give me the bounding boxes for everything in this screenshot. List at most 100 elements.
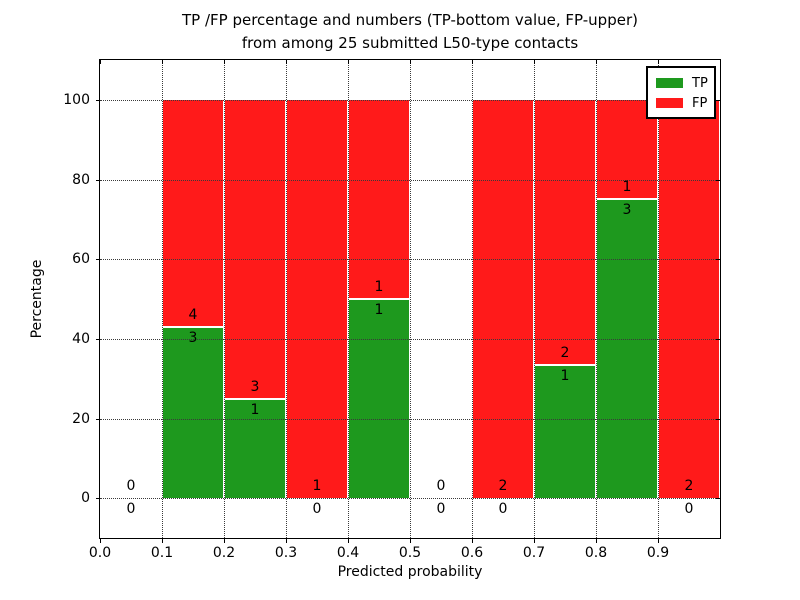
legend-row-fp: FP bbox=[648, 93, 714, 113]
legend-label-fp: FP bbox=[692, 95, 708, 111]
gridline-x-0.7 bbox=[534, 60, 535, 538]
chart-title-line2: from among 25 submitted L50-type contact… bbox=[241, 34, 579, 52]
x-tick-label-0.4: 0.4 bbox=[336, 545, 360, 561]
bar-fp-0.1 bbox=[163, 100, 223, 326]
gridline-x-0.5 bbox=[410, 60, 411, 538]
gridline-x-0.9 bbox=[658, 60, 659, 538]
bar-tp-0.7 bbox=[535, 366, 595, 498]
x-tick-0.8 bbox=[596, 539, 597, 543]
gridline-x-0.8 bbox=[596, 60, 597, 538]
y-tick-80 bbox=[96, 180, 100, 181]
annotation-tp-0.1: 3 bbox=[188, 330, 198, 346]
y-tick-label-100: 100 bbox=[63, 92, 90, 108]
legend-label-tp: TP bbox=[692, 75, 708, 91]
y-tick-label-0: 0 bbox=[81, 490, 90, 506]
y-tick-right-0 bbox=[716, 498, 720, 499]
x-tick-label-0.8: 0.8 bbox=[584, 545, 608, 561]
annotation-tp-0.6: 0 bbox=[498, 501, 508, 517]
annotation-fp-0: 0 bbox=[126, 478, 136, 494]
legend: TP FP bbox=[646, 66, 716, 119]
x-tick-label-0.6: 0.6 bbox=[460, 545, 484, 561]
chart-title: TP /FP percentage and numbers (TP-bottom… bbox=[100, 9, 720, 55]
annotation-fp-0.1: 4 bbox=[188, 307, 198, 323]
annotation-tp-0.4: 1 bbox=[374, 302, 384, 318]
annotation-fp-0.8: 1 bbox=[622, 179, 632, 195]
y-tick-0 bbox=[96, 498, 100, 499]
gridline-x-0.1 bbox=[162, 60, 163, 538]
annotation-fp-0.5: 0 bbox=[436, 478, 446, 494]
y-tick-label-80: 80 bbox=[72, 172, 90, 188]
annotation-tp-0.5: 0 bbox=[436, 501, 446, 517]
x-tick-top-0.2 bbox=[224, 60, 225, 64]
x-tick-top-0.3 bbox=[286, 60, 287, 64]
x-tick-0.4 bbox=[348, 539, 349, 543]
bar-tp-0.2 bbox=[225, 400, 285, 498]
x-tick-top-0.0 bbox=[100, 60, 101, 64]
fp-color-swatch bbox=[656, 98, 683, 108]
bar-tp-0.8 bbox=[597, 200, 657, 498]
x-tick-0.6 bbox=[472, 539, 473, 543]
y-tick-label-60: 60 bbox=[72, 251, 90, 267]
bar-tp-0.1 bbox=[163, 328, 223, 498]
x-tick-0.3 bbox=[286, 539, 287, 543]
bar-fp-0.6 bbox=[473, 100, 533, 498]
annotation-tp-0: 0 bbox=[126, 501, 136, 517]
annotation-fp-0.7: 2 bbox=[560, 345, 570, 361]
y-tick-60 bbox=[96, 259, 100, 260]
x-tick-label-0.1: 0.1 bbox=[150, 545, 174, 561]
x-tick-label-0.3: 0.3 bbox=[274, 545, 298, 561]
annotation-tp-0.7: 1 bbox=[560, 368, 570, 384]
x-tick-top-0.4 bbox=[348, 60, 349, 64]
annotation-tp-0.9: 0 bbox=[684, 501, 694, 517]
plot-area: TP FP 0 0 4 3 3 1 1 0 1 1 0 0 2 0 2 1 1 3 2 0 bbox=[99, 59, 721, 539]
y-tick-right-20 bbox=[716, 419, 720, 420]
annotation-fp-0.9: 2 bbox=[684, 478, 694, 494]
x-tick-0.9 bbox=[658, 539, 659, 543]
x-tick-label-0.2: 0.2 bbox=[212, 545, 236, 561]
x-tick-0.5 bbox=[410, 539, 411, 543]
chart-title-line1: TP /FP percentage and numbers (TP-bottom… bbox=[182, 11, 638, 29]
y-tick-20 bbox=[96, 419, 100, 420]
x-tick-label-0.0: 0.0 bbox=[88, 545, 112, 561]
annotation-fp-0.6: 2 bbox=[498, 478, 508, 494]
annotation-tp-0.8: 3 bbox=[622, 202, 632, 218]
annotation-fp-0.4: 1 bbox=[374, 279, 384, 295]
x-axis-label: Predicted probability bbox=[337, 564, 483, 580]
bar-fp-0.9 bbox=[659, 100, 719, 498]
x-tick-top-0.9 bbox=[658, 60, 659, 64]
y-tick-right-60 bbox=[716, 259, 720, 260]
bar-fp-0.3 bbox=[287, 100, 347, 498]
bar-fp-0.7 bbox=[535, 100, 595, 364]
x-tick-0.0 bbox=[100, 539, 101, 543]
y-tick-right-80 bbox=[716, 180, 720, 181]
tp-color-swatch bbox=[656, 78, 683, 88]
gridline-x-0.3 bbox=[286, 60, 287, 538]
y-tick-100 bbox=[96, 100, 100, 101]
bar-fp-0.2 bbox=[225, 100, 285, 398]
x-tick-label-0.7: 0.7 bbox=[522, 545, 546, 561]
x-tick-top-0.7 bbox=[534, 60, 535, 64]
y-tick-40 bbox=[96, 339, 100, 340]
annotation-fp-0.2: 3 bbox=[250, 379, 260, 395]
gridline-x-0.4 bbox=[348, 60, 349, 538]
x-tick-top-0.6 bbox=[472, 60, 473, 64]
x-tick-label-0.9: 0.9 bbox=[646, 545, 670, 561]
gridline-x-0.6 bbox=[472, 60, 473, 538]
x-tick-top-0.1 bbox=[162, 60, 163, 64]
y-tick-label-40: 40 bbox=[72, 331, 90, 347]
x-tick-0.1 bbox=[162, 539, 163, 543]
x-tick-top-0.5 bbox=[410, 60, 411, 64]
x-tick-0.7 bbox=[534, 539, 535, 543]
y-tick-right-100 bbox=[716, 100, 720, 101]
annotation-fp-0.3: 1 bbox=[312, 478, 322, 494]
x-tick-0.2 bbox=[224, 539, 225, 543]
annotation-tp-0.3: 0 bbox=[312, 501, 322, 517]
y-axis-label: Percentage bbox=[29, 259, 45, 339]
legend-row-tp: TP bbox=[648, 73, 714, 93]
y-tick-right-40 bbox=[716, 339, 720, 340]
bar-tp-0.4 bbox=[349, 300, 409, 498]
y-tick-label-20: 20 bbox=[72, 411, 90, 427]
gridline-x-0.2 bbox=[224, 60, 225, 538]
x-tick-label-0.5: 0.5 bbox=[398, 545, 422, 561]
